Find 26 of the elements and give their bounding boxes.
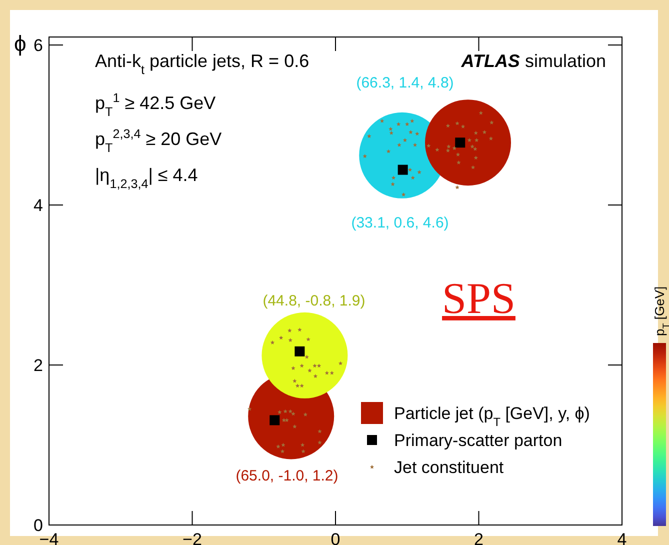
annotation: p$_{T}$$^{1}$ ≥ 42.5 GeV: [95, 91, 216, 119]
annotation: (33.1, 0.6, 4.6): [351, 214, 449, 232]
legend-label: Jet constituent: [394, 458, 504, 477]
annotation: |η$_{1,2,3,4}$| ≤ 4.4: [95, 165, 198, 191]
y-axis-title: ϕ: [14, 31, 26, 56]
x-tick-label: 0: [330, 530, 340, 545]
point: [294, 346, 305, 356]
point: [398, 164, 408, 175]
annotation: Anti-k$_{t}$ particle jets, R = 0.6: [95, 51, 310, 77]
point: [270, 415, 280, 426]
y-tick-label: 6: [34, 36, 43, 55]
annotation: (66.3, 1.4, 4.8): [356, 74, 454, 92]
y-tick-label: 2: [34, 356, 43, 375]
text: ATLAS simulation: [460, 51, 606, 71]
annotation: p$_{T}$$^{2,3,4}$ ≥ 20 GeV: [95, 127, 222, 155]
y-tick-label: 4: [34, 196, 43, 215]
x-tick-label: 4: [617, 530, 627, 545]
annotation: (44.8, -0.8, 1.9): [262, 292, 366, 310]
legend-label: Primary-scatter parton: [394, 430, 562, 450]
x-tick-label: −4: [39, 530, 59, 545]
annotation: SPS: [442, 274, 516, 323]
annotation: (65.0, -1.0, 1.2): [236, 467, 338, 484]
x-tick-label: −2: [182, 530, 202, 545]
legend-label: Particle jet (p$_{T}$ [GeV], y, ϕ): [394, 404, 590, 429]
x-tick-label: 2: [474, 530, 484, 545]
point: [455, 138, 466, 148]
